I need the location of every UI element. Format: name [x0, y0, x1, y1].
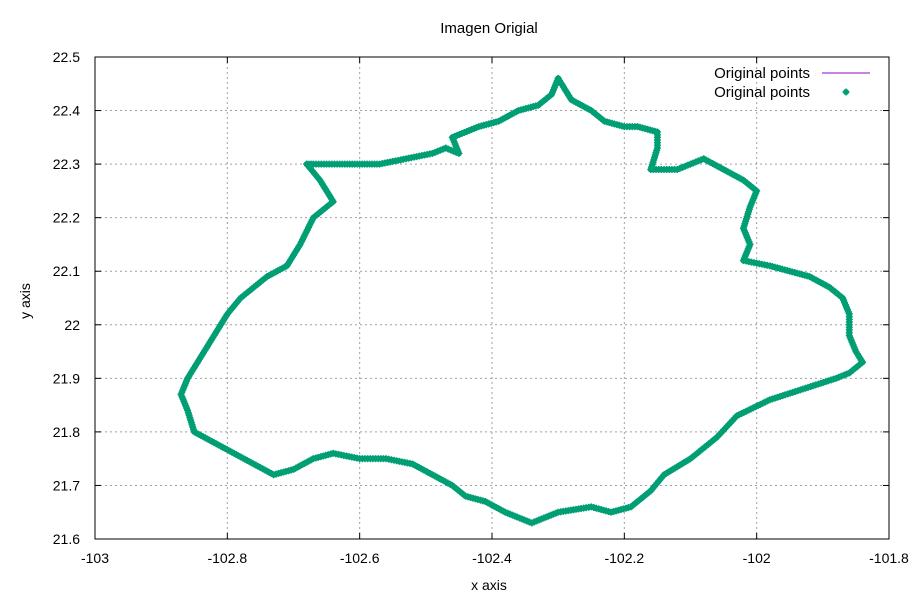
legend-point-swatch	[842, 88, 850, 96]
y-axis-label: y axis	[17, 283, 33, 319]
legend-entry-line-label: Original points	[714, 65, 810, 82]
y-tick-label: 21.8	[53, 424, 80, 440]
x-tick-label: -102	[743, 550, 771, 566]
grid-lines	[95, 57, 889, 539]
axis-ticks	[94, 56, 890, 540]
y-tick-label: 22	[64, 317, 80, 333]
y-tick-label: 22.3	[53, 156, 80, 172]
x-axis-label: x axis	[471, 577, 507, 593]
y-tick-label: 22.5	[53, 49, 80, 65]
x-tick-labels: -103 -102.8 -102.6 -102.4 -102.2 -102 -101.8	[81, 550, 909, 566]
x-tick-label: -103	[81, 550, 109, 566]
legend-point-marker	[842, 88, 850, 96]
chart-title: Imagen Origial	[440, 20, 538, 37]
series-points	[177, 74, 867, 527]
y-tick-label: 22.4	[53, 103, 80, 119]
y-tick-labels: 21.6 21.7 21.8 21.9 22 22.1 22.2 22.3 22.4 22.5	[53, 49, 80, 547]
y-tick-label: 22.2	[53, 210, 80, 226]
x-tick-label: -102.6	[340, 550, 380, 566]
data-point	[554, 74, 562, 82]
x-tick-label: -102.2	[604, 550, 644, 566]
x-tick-label: -101.8	[869, 550, 909, 566]
x-tick-label: -102.4	[472, 550, 512, 566]
legend-entry-points-label: Original points	[714, 84, 810, 101]
y-tick-label: 21.6	[53, 531, 80, 547]
x-tick-label: -102.8	[207, 550, 247, 566]
legend: Original points Original points	[714, 65, 870, 101]
y-tick-label: 21.9	[53, 370, 80, 386]
y-tick-label: 21.7	[53, 477, 80, 493]
y-tick-label: 22.1	[53, 263, 80, 279]
